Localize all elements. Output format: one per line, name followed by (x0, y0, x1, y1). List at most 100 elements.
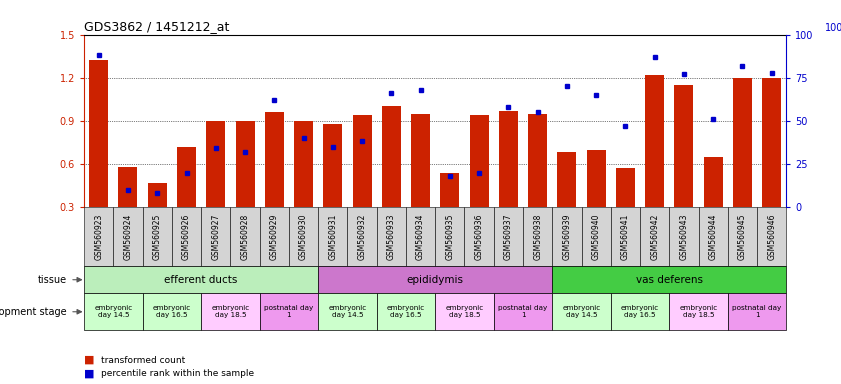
Text: vas deferens: vas deferens (636, 275, 703, 285)
Bar (347, 207, 377, 266)
Bar (553, 266, 786, 293)
Text: embryonic
day 14.5: embryonic day 14.5 (563, 305, 600, 318)
Text: GSM560927: GSM560927 (211, 214, 220, 260)
Bar (494, 207, 523, 266)
Text: GSM560933: GSM560933 (387, 214, 396, 260)
Text: embryonic
day 18.5: embryonic day 18.5 (211, 305, 250, 318)
Bar (669, 207, 699, 266)
Text: ■: ■ (84, 355, 94, 365)
Text: GSM560940: GSM560940 (592, 214, 600, 260)
Y-axis label: 100%: 100% (825, 23, 841, 33)
Bar (230, 207, 260, 266)
Text: ■: ■ (84, 368, 94, 378)
Bar (84, 293, 143, 330)
Text: GSM560935: GSM560935 (446, 214, 454, 260)
Text: GSM560944: GSM560944 (709, 214, 717, 260)
Bar (260, 293, 318, 330)
Bar (172, 207, 201, 266)
Bar (201, 207, 230, 266)
Bar (704, 157, 722, 207)
Bar (89, 60, 108, 207)
Bar (464, 207, 494, 266)
Bar (377, 207, 406, 266)
Text: development stage: development stage (0, 307, 66, 317)
Text: postnatal day
1: postnatal day 1 (499, 305, 547, 318)
Text: efferent ducts: efferent ducts (165, 275, 238, 285)
Text: tissue: tissue (37, 275, 66, 285)
Bar (469, 115, 489, 207)
Bar (757, 207, 786, 266)
Text: GSM560925: GSM560925 (153, 214, 161, 260)
Text: embryonic
day 14.5: embryonic day 14.5 (94, 305, 133, 318)
Bar (84, 207, 114, 266)
Bar (235, 121, 255, 207)
Bar (499, 111, 518, 207)
Bar (318, 207, 347, 266)
Bar (581, 207, 611, 266)
Text: GSM560936: GSM560936 (474, 214, 484, 260)
Bar (382, 106, 401, 207)
Text: GSM560930: GSM560930 (299, 214, 308, 260)
Bar (674, 85, 694, 207)
Bar (436, 207, 464, 266)
Bar (201, 293, 260, 330)
Text: embryonic
day 16.5: embryonic day 16.5 (153, 305, 191, 318)
Text: GSM560946: GSM560946 (767, 214, 776, 260)
Bar (528, 114, 547, 207)
Bar (406, 207, 436, 266)
Bar (699, 207, 727, 266)
Bar (494, 293, 553, 330)
Bar (177, 147, 196, 207)
Bar (119, 167, 137, 207)
Text: GSM560928: GSM560928 (241, 214, 250, 260)
Text: embryonic
day 16.5: embryonic day 16.5 (387, 305, 425, 318)
Text: percentile rank within the sample: percentile rank within the sample (101, 369, 254, 378)
Bar (148, 183, 167, 207)
Text: GDS3862 / 1451212_at: GDS3862 / 1451212_at (84, 20, 230, 33)
Text: GSM560942: GSM560942 (650, 214, 659, 260)
Bar (553, 207, 581, 266)
Bar (727, 293, 786, 330)
Bar (523, 207, 553, 266)
Text: GSM560943: GSM560943 (680, 214, 689, 260)
Bar (377, 293, 436, 330)
Text: embryonic
day 18.5: embryonic day 18.5 (680, 305, 717, 318)
Bar (441, 172, 459, 207)
Bar (640, 207, 669, 266)
Bar (265, 112, 283, 207)
Bar (733, 78, 752, 207)
Text: GSM560931: GSM560931 (328, 214, 337, 260)
Bar (352, 115, 372, 207)
Bar (436, 293, 494, 330)
Text: GSM560923: GSM560923 (94, 214, 103, 260)
Bar (587, 149, 606, 207)
Bar (727, 207, 757, 266)
Bar (318, 266, 553, 293)
Text: postnatal day
1: postnatal day 1 (733, 305, 781, 318)
Text: embryonic
day 18.5: embryonic day 18.5 (446, 305, 484, 318)
Bar (762, 78, 781, 207)
Text: transformed count: transformed count (101, 356, 185, 365)
Text: epididymis: epididymis (407, 275, 463, 285)
Bar (318, 293, 377, 330)
Bar (411, 114, 430, 207)
Text: GSM560938: GSM560938 (533, 214, 542, 260)
Text: GSM560934: GSM560934 (416, 214, 425, 260)
Text: GSM560932: GSM560932 (357, 214, 367, 260)
Text: embryonic
day 16.5: embryonic day 16.5 (621, 305, 659, 318)
Bar (558, 152, 576, 207)
Bar (323, 124, 342, 207)
Text: embryonic
day 14.5: embryonic day 14.5 (328, 305, 367, 318)
Bar (84, 266, 318, 293)
Bar (611, 293, 669, 330)
Bar (206, 121, 225, 207)
Bar (114, 207, 143, 266)
Text: GSM560926: GSM560926 (182, 214, 191, 260)
Bar (553, 293, 611, 330)
Bar (669, 293, 727, 330)
Text: GSM560945: GSM560945 (738, 214, 747, 260)
Bar (611, 207, 640, 266)
Text: GSM560924: GSM560924 (124, 214, 133, 260)
Text: postnatal day
1: postnatal day 1 (264, 305, 314, 318)
Text: GSM560941: GSM560941 (621, 214, 630, 260)
